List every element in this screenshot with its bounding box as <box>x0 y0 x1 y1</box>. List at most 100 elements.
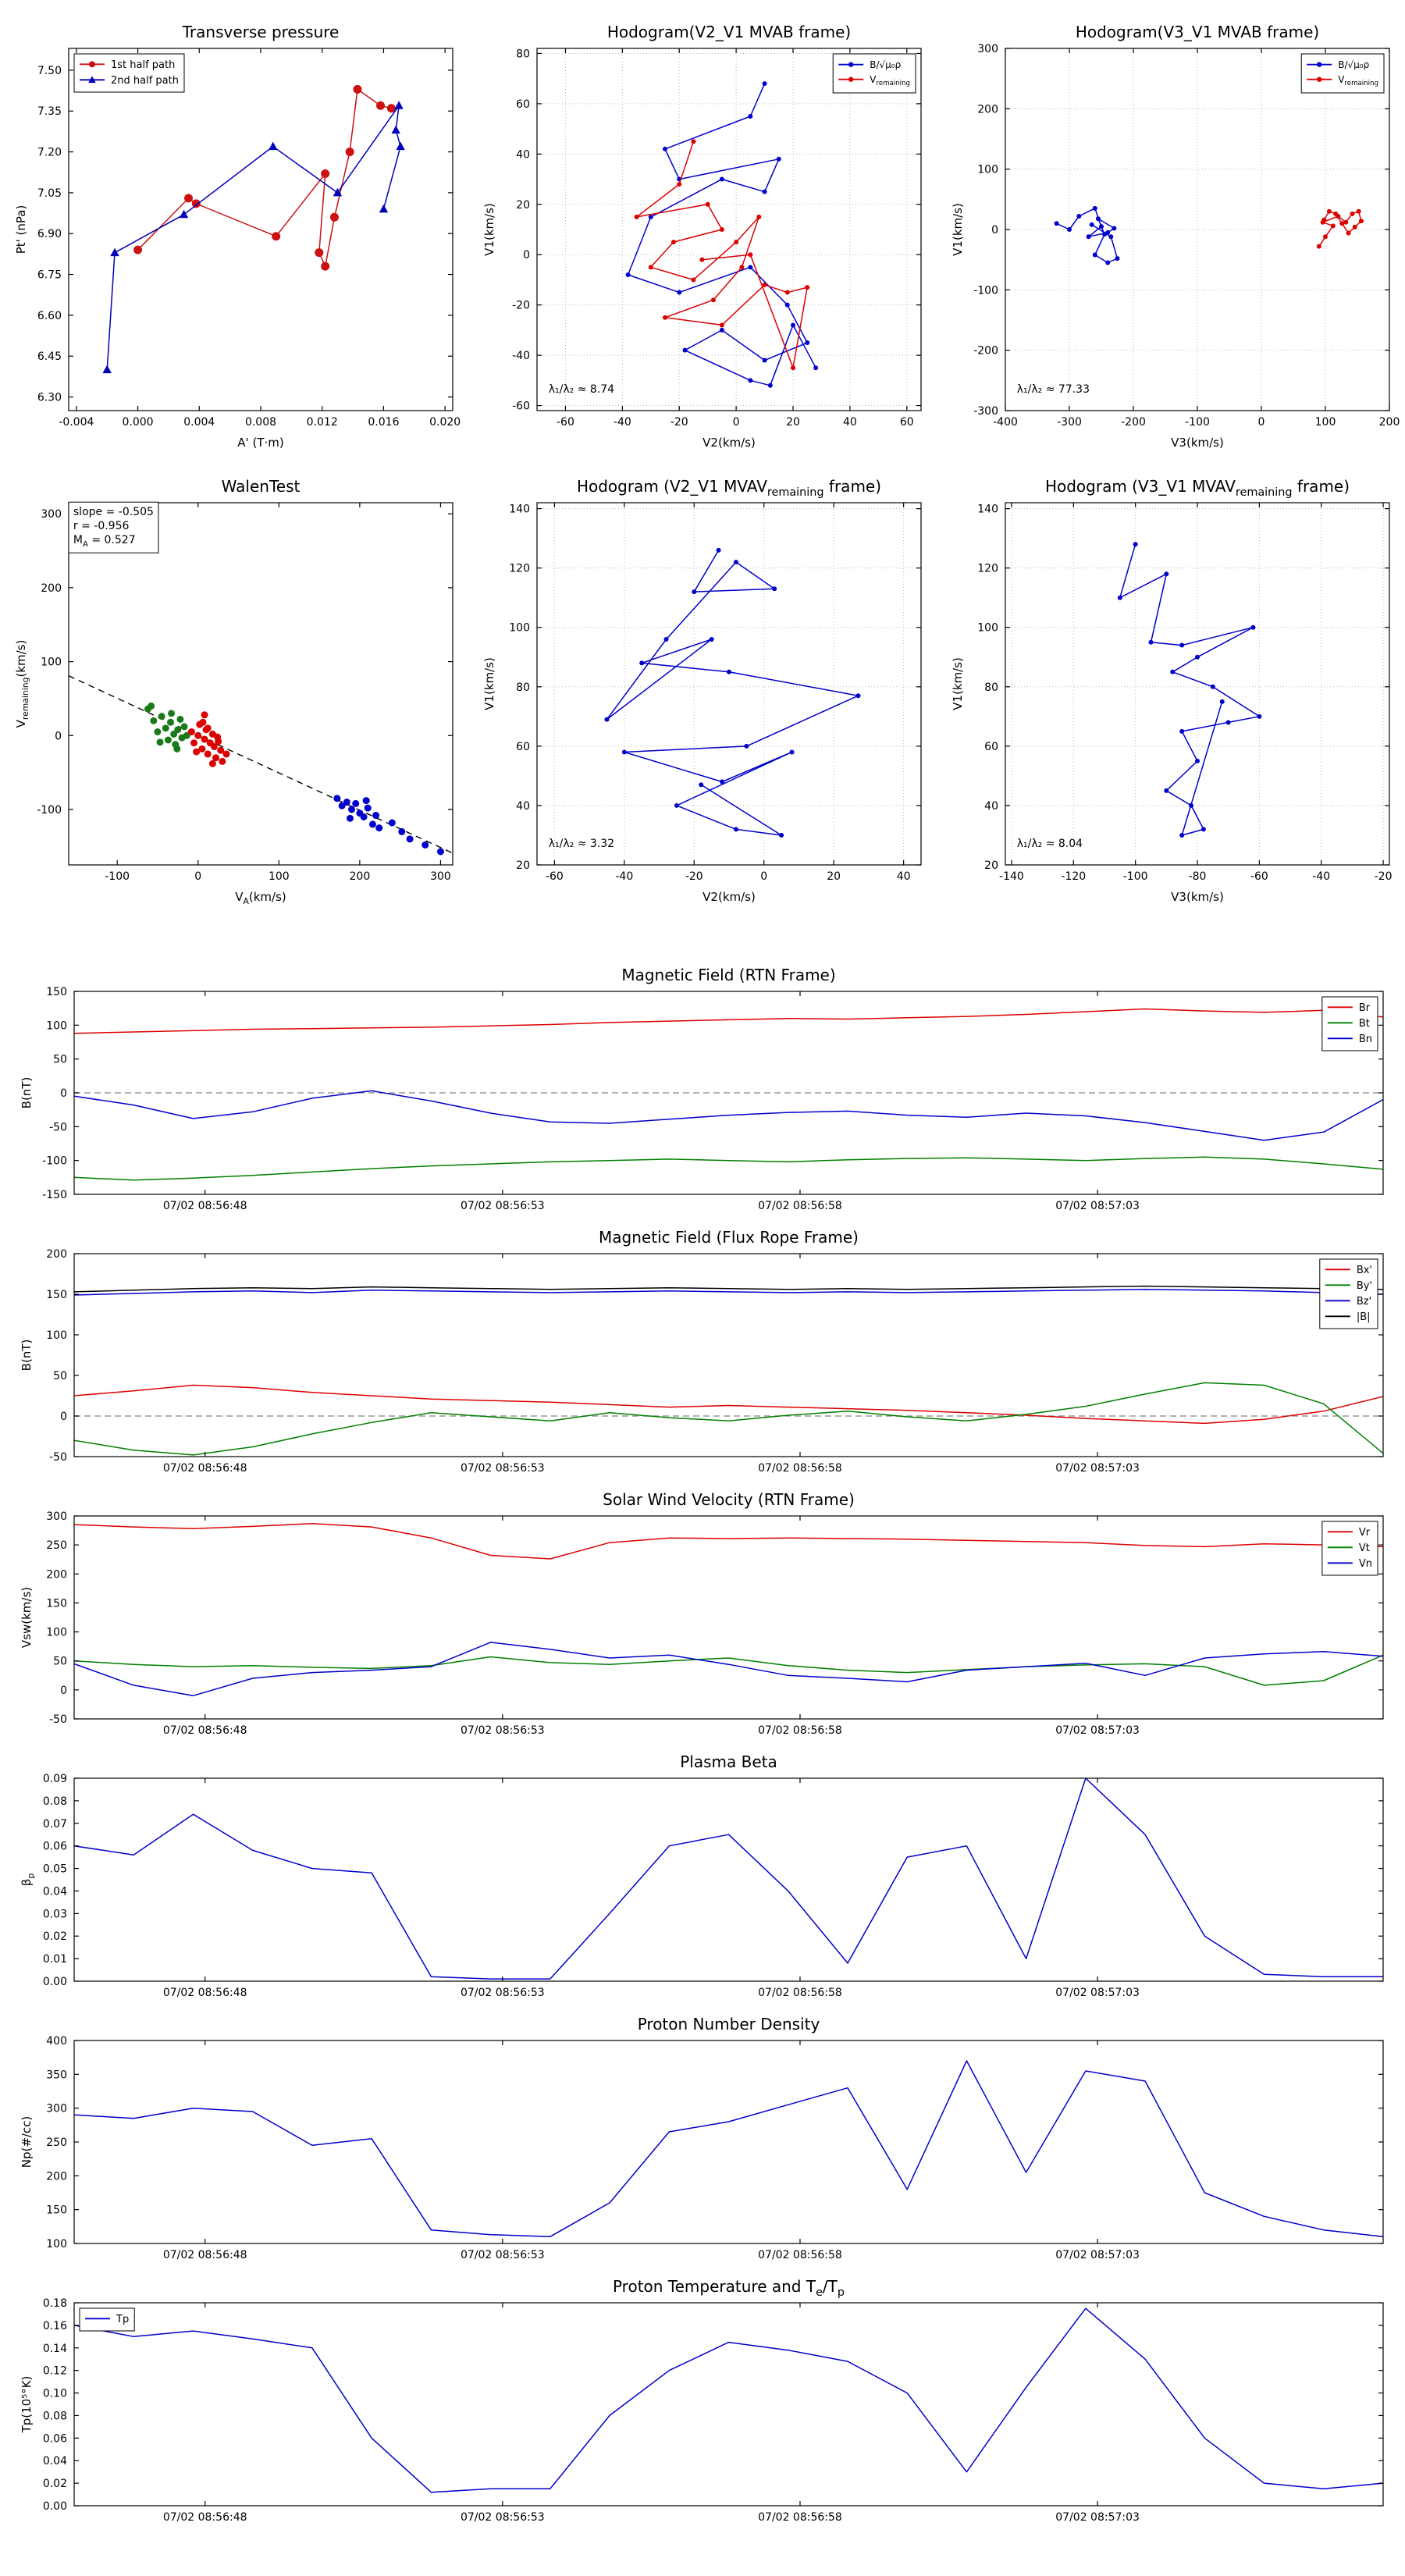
tick-labels: 07/02 08:56:48 07/02 08:56:53 07/02 08:56:… <box>46 1510 1140 1737</box>
svg-text:07/02 08:56:48: 07/02 08:56:48 <box>163 1200 247 1212</box>
svg-text:λ₁/λ₂ ≈ 8.74: λ₁/λ₂ ≈ 8.74 <box>549 383 614 396</box>
svg-text:200: 200 <box>350 870 371 883</box>
series-Vn <box>74 1642 1383 1697</box>
tick-labels: 07/02 08:56:48 07/02 08:56:53 07/02 08:56:… <box>46 1248 1140 1475</box>
svg-text:100: 100 <box>1315 416 1336 429</box>
markers-cluster-green <box>144 702 190 753</box>
series-layer <box>74 2060 1383 2238</box>
svg-text:-100: -100 <box>42 1155 67 1168</box>
plot-area <box>69 503 453 865</box>
grid <box>537 48 921 411</box>
svg-text:6.75: 6.75 <box>37 269 62 282</box>
svg-text:100: 100 <box>41 656 62 669</box>
series-layer <box>74 1778 1383 1980</box>
svg-text:0.06: 0.06 <box>43 1841 67 1853</box>
svg-text:7.35: 7.35 <box>37 105 62 118</box>
svg-text:-120: -120 <box>1061 870 1086 883</box>
ticks <box>74 2302 1383 2507</box>
svg-text:-150: -150 <box>42 1189 67 1201</box>
series-Bz-prime <box>74 1289 1383 1296</box>
svg-text:07/02 08:57:03: 07/02 08:57:03 <box>1055 2249 1140 2261</box>
svg-text:300: 300 <box>430 870 451 883</box>
svg-text:0: 0 <box>733 416 740 429</box>
svg-text:0.12: 0.12 <box>43 2365 67 2378</box>
svg-text:07/02 08:56:53: 07/02 08:56:53 <box>461 2511 545 2524</box>
y-axis-label: Pt' (nPa) <box>14 205 28 254</box>
ticks <box>537 48 921 411</box>
svg-text:07/02 08:56:48: 07/02 08:56:48 <box>163 1987 247 1999</box>
series-layer <box>74 1522 1383 1697</box>
svg-text:20: 20 <box>516 199 530 212</box>
series-By-prime <box>74 1382 1383 1456</box>
svg-text:07/02 08:57:03: 07/02 08:57:03 <box>1055 1462 1140 1475</box>
svg-text:60: 60 <box>984 741 998 753</box>
y-axis-label: Tp(10⁵°K) <box>20 2376 34 2434</box>
svg-text:-300: -300 <box>1057 416 1082 429</box>
markers-hodogram-path <box>604 547 861 838</box>
plot-area <box>537 503 921 865</box>
svg-text:0: 0 <box>523 249 530 262</box>
svg-text:-60: -60 <box>557 416 574 429</box>
svg-text:Vt: Vt <box>1359 1542 1370 1554</box>
svg-text:-80: -80 <box>1189 870 1207 883</box>
plot-area <box>74 2303 1383 2506</box>
y-axis-label: βp​ <box>20 1873 36 1887</box>
svg-text:07/02 08:56:58: 07/02 08:56:58 <box>758 1200 842 1212</box>
markers-cluster-red <box>187 711 230 767</box>
series-Np <box>74 2060 1383 2238</box>
chart-hodogram-v2v1-mvav: -60 -40 -20 0 20 40 20 40 60 80 100 120 140 Hodogram … <box>482 477 922 904</box>
svg-text:0.07: 0.07 <box>43 1818 67 1831</box>
svg-text:80: 80 <box>516 681 530 694</box>
svg-text:0.01: 0.01 <box>43 1953 67 1966</box>
chart-plasma-beta: 07/02 08:56:48 07/02 08:56:53 07/02 08:56:… <box>20 1752 1384 1999</box>
series-hodogram-path <box>606 550 859 836</box>
svg-text:1st half path: 1st half path <box>111 59 175 71</box>
series-Bn <box>74 1090 1383 1141</box>
chart-magnetic-field-flux-rope: 07/02 08:56:48 07/02 08:56:53 07/02 08:56:… <box>20 1228 1384 1475</box>
y-axis-label: V1(km/s) <box>951 657 965 710</box>
svg-text:-60: -60 <box>1250 870 1268 883</box>
chart-title: Magnetic Field (Flux Rope Frame) <box>599 1228 859 1247</box>
svg-text:0.02: 0.02 <box>43 1930 67 1943</box>
grid <box>537 503 921 866</box>
svg-text:40: 40 <box>516 148 530 161</box>
ticks <box>1005 48 1390 411</box>
y-axis-label: Np(#/cc) <box>20 2116 34 2169</box>
x-axis-label: V2(km/s) <box>702 890 756 904</box>
chart-title: Hodogram (V3_V1 MVAVremaining​ frame) <box>1045 477 1350 499</box>
legend: B/√μ₀ρ Vremaining​ <box>1300 53 1385 94</box>
svg-text:0: 0 <box>1258 416 1265 429</box>
series-Bx-prime <box>74 1384 1383 1425</box>
svg-text:-50: -50 <box>49 1713 67 1726</box>
svg-text:07/02 08:56:53: 07/02 08:56:53 <box>461 1987 545 1999</box>
chart-title: Proton Temperature and Te​/Tp​ <box>613 2277 845 2299</box>
svg-text:100: 100 <box>46 1627 67 1639</box>
tick-labels: -140 -120 -100 -80 -60 -40 -20 20 40 60 80 100 120 14… <box>977 503 1392 883</box>
svg-text:07/02 08:56:58: 07/02 08:56:58 <box>758 1987 842 1999</box>
svg-text:7.20: 7.20 <box>37 147 62 159</box>
tick-labels: -60 -40 -20 0 20 40 20 40 60 80 100 120 140 <box>509 503 910 883</box>
svg-text:-300: -300 <box>973 405 998 418</box>
series-layer <box>74 2307 1383 2493</box>
svg-text:300: 300 <box>977 43 998 55</box>
series-Tp <box>74 2307 1383 2493</box>
svg-text:-60: -60 <box>512 400 530 413</box>
chart-title: Proton Number Density <box>638 2015 820 2033</box>
svg-text:50: 50 <box>53 1054 67 1066</box>
chart-solar-wind-velocity: 07/02 08:56:48 07/02 08:56:53 07/02 08:56:… <box>20 1490 1384 1737</box>
svg-text:-20: -20 <box>1375 870 1393 883</box>
svg-text:07/02 08:57:03: 07/02 08:57:03 <box>1055 1200 1140 1212</box>
svg-text:07/02 08:56:53: 07/02 08:56:53 <box>461 2249 545 2261</box>
ticks <box>74 1515 1383 1720</box>
svg-text:0.00: 0.00 <box>43 1976 67 1988</box>
y-axis-label: B(nT) <box>20 1077 34 1109</box>
svg-text:Bn: Bn <box>1359 1034 1372 1045</box>
svg-text:λ₁/λ₂ ≈ 77.33: λ₁/λ₂ ≈ 77.33 <box>1017 383 1090 396</box>
chart-title: Transverse pressure <box>182 23 340 41</box>
x-axis-label: V2(km/s) <box>702 436 756 450</box>
svg-text:120: 120 <box>509 563 530 575</box>
svg-text:-100: -100 <box>1185 416 1210 429</box>
chart-title: Hodogram (V2_V1 MVAVremaining​ frame) <box>577 477 881 499</box>
axes-frame <box>73 1253 1384 1457</box>
svg-text:0.008: 0.008 <box>245 416 276 429</box>
